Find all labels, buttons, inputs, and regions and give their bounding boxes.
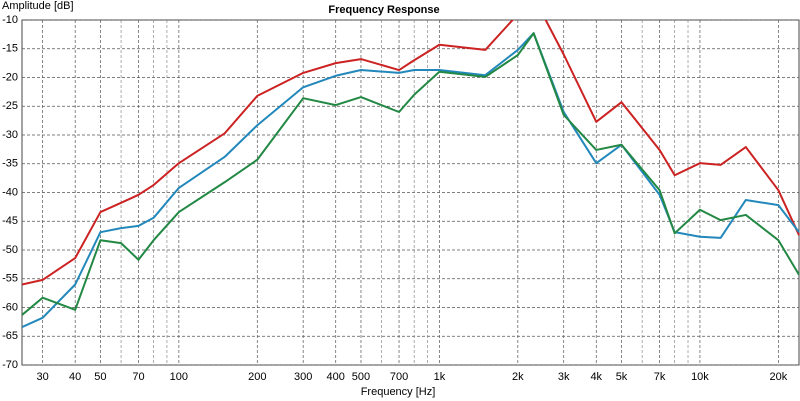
x-tick-label: 3k <box>558 371 570 383</box>
y-tick-label: -40 <box>2 186 18 198</box>
x-tick-label: 200 <box>248 371 266 383</box>
y-tick-label: -60 <box>2 301 18 313</box>
y-tick-label: -65 <box>2 330 18 342</box>
y-tick-label: -20 <box>2 71 18 83</box>
y-axis-label: Amplitude [dB] <box>2 0 74 12</box>
y-tick-label: -35 <box>2 158 18 170</box>
y-tick-label: -15 <box>2 43 18 55</box>
x-tick-label: 20k <box>769 371 787 383</box>
x-tick-label: 300 <box>294 371 312 383</box>
x-tick-label: 70 <box>132 371 144 383</box>
series-line <box>22 32 800 328</box>
y-tick-label: -70 <box>2 359 18 371</box>
chart-title: Frequency Response <box>328 4 439 16</box>
x-tick-label: 400 <box>327 371 345 383</box>
y-tick-label: -55 <box>2 273 18 285</box>
series-line <box>22 32 800 316</box>
x-tick-label: 2k <box>512 371 524 383</box>
x-tick-label: 4k <box>590 371 602 383</box>
x-tick-label: 30 <box>37 371 49 383</box>
grid <box>22 19 799 366</box>
series-line <box>22 20 800 286</box>
x-tick-label: 50 <box>94 371 106 383</box>
y-tick-label: -30 <box>2 129 18 141</box>
y-tick-label: -45 <box>2 215 18 227</box>
x-tick-label: 1k <box>434 371 446 383</box>
y-tick-label: -50 <box>2 244 18 256</box>
lines <box>22 20 800 328</box>
x-tick-label: 7k <box>654 371 666 383</box>
y-tick-label: -10 <box>2 14 18 26</box>
y-tick-label: -25 <box>2 100 18 112</box>
x-tick-label: 500 <box>352 371 370 383</box>
x-tick-label: 5k <box>616 371 628 383</box>
x-tick-label: 10k <box>691 371 709 383</box>
x-tick-label: 700 <box>390 371 408 383</box>
x-axis-label: Frequency [Hz] <box>361 386 436 398</box>
x-tick-label: 100 <box>170 371 188 383</box>
x-tick-label: 40 <box>69 371 81 383</box>
